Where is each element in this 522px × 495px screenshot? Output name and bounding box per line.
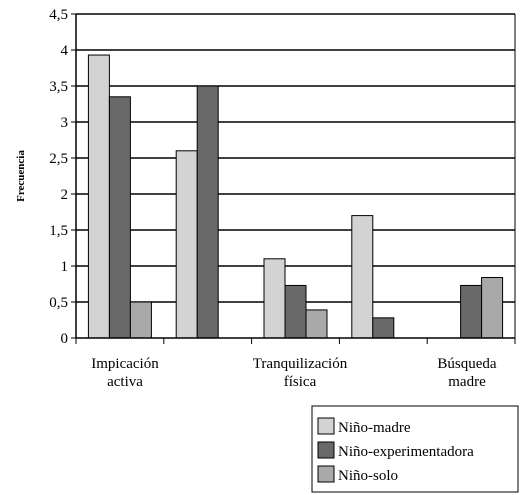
bar-group-3-series-1 <box>372 317 395 339</box>
category-label-2-line-1: Búsqueda <box>437 356 497 372</box>
bar-group-2-series-0 <box>263 258 286 339</box>
legend-swatch-nino-solo <box>317 465 335 483</box>
bar-group-0-series-2 <box>129 301 152 339</box>
bar-group-0-series-1 <box>108 96 131 339</box>
legend-swatch-nino-madre <box>317 417 335 435</box>
y-tick-label-0: 0 <box>61 331 69 347</box>
legend-label-nino-madre: Niño-madre <box>338 420 411 436</box>
y-tick-label-3: 1,5 <box>49 223 68 239</box>
y-axis-label-text: Frecuencia <box>15 150 27 202</box>
legend-box <box>311 405 519 493</box>
bar-group-4-series-1 <box>460 284 483 339</box>
category-label-1-line-2: física <box>284 374 317 390</box>
bars <box>87 54 504 339</box>
y-tick-label-8: 4 <box>61 43 69 59</box>
category-labels: Impicación activa Tranquilización física… <box>91 356 497 390</box>
legend: Niño-madre Niño-experimentadora Niño-sol… <box>311 405 519 493</box>
y-axis-label: Frecuencia <box>15 150 27 202</box>
y-tick-labels: 0 0,5 1 1,5 2 2,5 3 3,5 4 4,5 <box>49 7 76 347</box>
gridlines <box>76 13 515 303</box>
y-tick-label-1: 0,5 <box>49 295 68 311</box>
legend-label-nino-solo: Niño-solo <box>338 468 398 484</box>
axes <box>75 14 516 339</box>
bar-group-2-series-2 <box>305 309 328 339</box>
bar-group-2-series-1 <box>284 284 307 339</box>
y-tick-label-4: 2 <box>61 187 69 203</box>
y-tick-label-5: 2,5 <box>49 151 68 167</box>
y-tick-label-6: 3 <box>61 115 69 131</box>
bar-group-3-series-0 <box>351 215 374 339</box>
bar-group-0-series-0 <box>87 54 110 339</box>
bar-group-4-series-2 <box>481 277 504 339</box>
legend-swatch-nino-experimentadora <box>317 441 335 459</box>
bar-group-1-series-1 <box>196 85 219 339</box>
y-tick-label-2: 1 <box>61 259 69 275</box>
bar-group-1-series-0 <box>175 150 198 339</box>
category-label-0-line-1: Impicación <box>91 356 159 372</box>
x-ticks <box>75 338 516 344</box>
category-label-2-line-2: madre <box>448 374 486 390</box>
legend-label-nino-experimentadora: Niño-experimentadora <box>338 444 474 460</box>
category-label-1-line-1: Tranquilización <box>253 356 348 372</box>
category-label-0-line-2: activa <box>107 374 143 390</box>
y-tick-label-7: 3,5 <box>49 79 68 95</box>
y-tick-label-9: 4,5 <box>49 7 68 23</box>
